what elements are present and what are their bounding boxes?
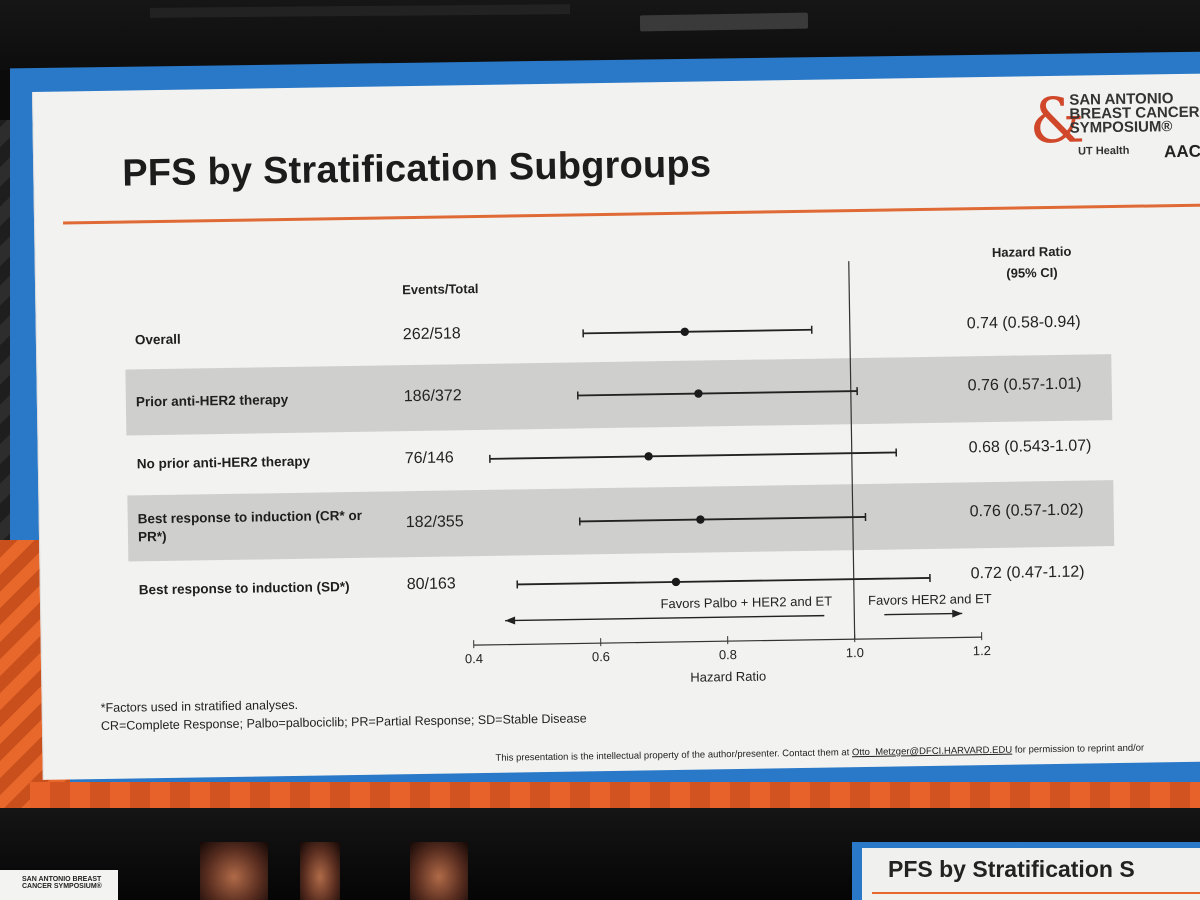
slide: PFS by Stratification Subgroups & SAN AN… [32, 73, 1200, 780]
side-logo-text: SAN ANTONIO BREAST CANCER SYMPOSIUM® [22, 876, 102, 890]
stage-light [639, 12, 809, 32]
side-screen-slide: PFS by Stratification S [862, 848, 1200, 900]
screen-bottom-strip [30, 782, 1200, 808]
ci-line [517, 577, 930, 586]
favors-right-arrowhead [952, 609, 963, 618]
stage-prop [200, 842, 268, 900]
hr-point [680, 327, 689, 336]
favors-left-label: Favors Palbo + HER2 and ET [660, 593, 832, 611]
x-tick-label: 0.4 [465, 651, 483, 666]
x-tick-label: 1.0 [846, 645, 864, 660]
reference-line [848, 261, 856, 640]
stage-prop [300, 842, 340, 900]
favors-left-arrowhead [505, 616, 516, 625]
ci-line [579, 516, 866, 523]
hr-point [671, 577, 681, 587]
ci-line [577, 390, 858, 397]
favors-right-label: Favors HER2 and ET [868, 591, 992, 608]
side-logo: SAN ANTONIO BREAST CANCER SYMPOSIUM® [0, 870, 118, 900]
hr-point [694, 389, 703, 398]
ci-line [583, 328, 812, 335]
side-screen-rule [872, 892, 1200, 894]
side-screen: PFS by Stratification S [852, 842, 1200, 900]
stage-prop [410, 842, 468, 900]
hr-point [644, 452, 653, 461]
ci-line [489, 451, 897, 460]
copyright-text-end: for permission to reprint and/or [1012, 742, 1145, 756]
x-axis-label: Hazard Ratio [690, 669, 766, 685]
side-screen-title: PFS by Stratification S [888, 856, 1135, 882]
favors-right-arrow [884, 612, 963, 616]
x-tick-label: 1.2 [973, 643, 991, 658]
x-tick-label: 0.6 [592, 649, 610, 664]
favors-left-arrow [505, 614, 825, 622]
forest-plot: 0.4 0.6 0.8 1.0 1.2 Hazard Ratio Favors Palbo … [465, 261, 992, 685]
x-tick-label: 0.8 [719, 647, 737, 662]
hr-point [696, 515, 705, 524]
